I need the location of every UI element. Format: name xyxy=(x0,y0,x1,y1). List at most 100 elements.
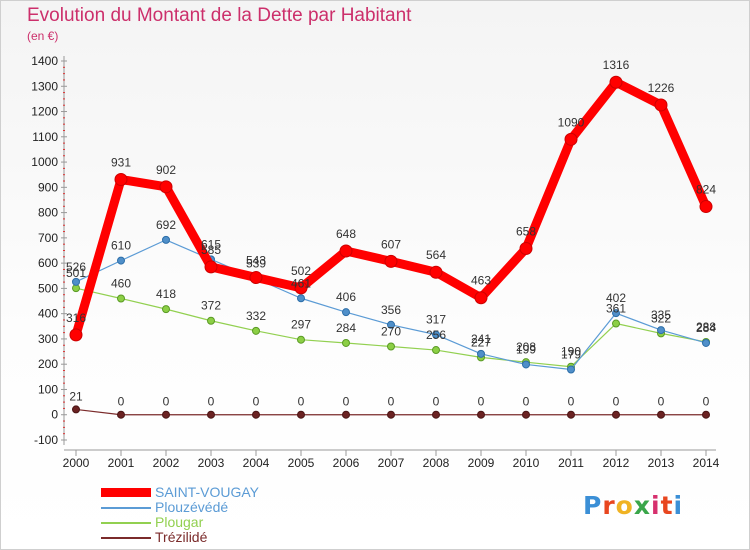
logo-letter: o xyxy=(615,491,634,520)
data-label: 0 xyxy=(433,395,440,409)
x-tick-label: 2004 xyxy=(243,456,270,470)
data-label: 190 xyxy=(561,345,581,359)
data-point xyxy=(72,277,80,286)
data-label: 902 xyxy=(156,163,176,177)
data-label: 0 xyxy=(703,395,710,409)
data-label: 0 xyxy=(388,395,395,409)
legend-swatch xyxy=(101,488,151,497)
data-point xyxy=(567,365,575,374)
data-label: 21 xyxy=(69,389,83,403)
data-label: 270 xyxy=(381,325,401,339)
data-point xyxy=(477,410,485,419)
logo-letter: i xyxy=(651,491,661,520)
data-point xyxy=(612,410,620,419)
data-point xyxy=(162,305,170,314)
data-label: 288 xyxy=(696,320,716,334)
data-point xyxy=(207,410,215,419)
data-label: 418 xyxy=(156,287,176,301)
data-label: 648 xyxy=(336,227,356,241)
data-label: 463 xyxy=(471,274,491,288)
data-label: 692 xyxy=(156,218,176,232)
legend-label: Plougar xyxy=(155,514,204,530)
data-label: 615 xyxy=(201,237,221,251)
data-point xyxy=(387,342,395,351)
data-label: 0 xyxy=(163,395,170,409)
y-tick-label: 500 xyxy=(38,281,58,295)
data-point xyxy=(69,328,83,342)
data-point xyxy=(207,316,215,325)
x-tick-label: 2008 xyxy=(423,456,450,470)
data-label: 361 xyxy=(606,302,626,316)
data-label: 0 xyxy=(208,395,215,409)
legend-swatch xyxy=(101,507,151,509)
x-tick-label: 2010 xyxy=(513,456,540,470)
y-tick-label: 900 xyxy=(38,180,58,194)
data-label: 1316 xyxy=(603,58,630,72)
data-label: 284 xyxy=(336,321,356,335)
data-point xyxy=(522,360,530,369)
data-label: 0 xyxy=(658,395,665,409)
data-point xyxy=(297,335,305,344)
x-tick-label: 2007 xyxy=(378,456,405,470)
data-label: 256 xyxy=(426,328,446,342)
y-tick-label: 1100 xyxy=(32,130,58,144)
data-point xyxy=(702,338,710,347)
data-point xyxy=(252,326,260,335)
data-label: 317 xyxy=(426,313,446,327)
data-label: 543 xyxy=(246,254,266,268)
legend-label: Plouzévédé xyxy=(155,499,229,515)
logo-letter: t xyxy=(660,491,674,520)
data-label: 199 xyxy=(516,342,536,356)
x-tick-label: 2009 xyxy=(468,456,495,470)
data-point xyxy=(432,330,440,339)
data-point xyxy=(657,410,665,419)
data-label: 824 xyxy=(696,183,716,197)
data-label: 460 xyxy=(111,277,131,291)
data-label: 372 xyxy=(201,299,221,313)
legend-swatch xyxy=(101,522,151,524)
data-point xyxy=(114,173,128,187)
logo-letter: r xyxy=(602,491,616,520)
y-tick-label: 0 xyxy=(51,408,58,422)
legend-swatch xyxy=(101,537,151,539)
data-point xyxy=(297,294,305,303)
data-label: 402 xyxy=(606,291,626,305)
x-tick-label: 2011 xyxy=(558,456,584,470)
y-tick-label: 400 xyxy=(38,307,58,321)
data-label: 0 xyxy=(343,395,350,409)
data-point xyxy=(702,410,710,419)
data-point xyxy=(72,405,80,414)
data-point xyxy=(654,98,668,112)
data-label: 284 xyxy=(696,321,716,335)
data-point xyxy=(612,319,620,328)
x-tick-label: 2013 xyxy=(648,456,675,470)
data-point xyxy=(519,241,533,255)
y-tick-label: 100 xyxy=(38,382,58,396)
data-point xyxy=(162,235,170,244)
data-point xyxy=(474,291,488,305)
legend-label: SAINT-VOUGAY xyxy=(155,484,259,500)
proxiti-logo: Proxiti xyxy=(583,491,683,520)
data-point xyxy=(699,200,713,214)
data-label: 332 xyxy=(246,309,266,323)
data-point xyxy=(387,410,395,419)
data-label: 1226 xyxy=(648,81,675,95)
y-tick-label: 600 xyxy=(38,256,58,270)
x-tick-label: 2002 xyxy=(153,456,180,470)
data-label: 931 xyxy=(111,156,131,170)
data-point xyxy=(342,338,350,347)
data-point xyxy=(567,410,575,419)
y-tick-label: 200 xyxy=(38,357,58,371)
y-tick-label: 1200 xyxy=(31,105,58,119)
data-point xyxy=(522,410,530,419)
data-label: 241 xyxy=(471,332,491,346)
legend-label: Trézilidé xyxy=(155,529,208,545)
data-point xyxy=(297,410,305,419)
data-label: 322 xyxy=(651,311,671,325)
data-point xyxy=(609,75,623,89)
data-point xyxy=(117,294,125,303)
data-label: 564 xyxy=(426,248,446,262)
y-tick-label: 1300 xyxy=(31,79,58,93)
x-tick-label: 2005 xyxy=(288,456,315,470)
